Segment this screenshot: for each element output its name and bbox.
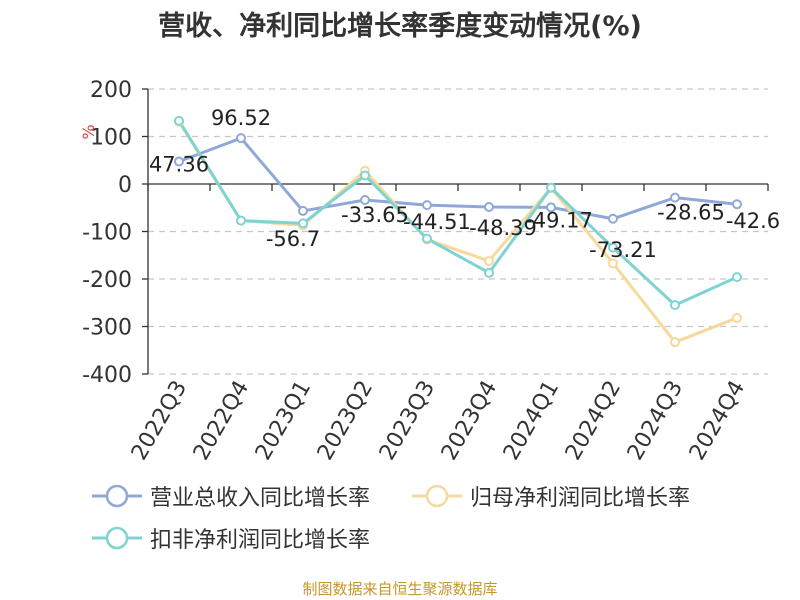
data-label: -48.39: [469, 216, 537, 240]
data-point: [546, 182, 556, 193]
data-point: [732, 312, 742, 323]
series-line: [178, 136, 738, 221]
data-label: 47.36: [149, 153, 209, 177]
data-point: [298, 205, 308, 216]
x-tick-label: 2023Q2: [313, 377, 378, 465]
data-label: -33.65: [341, 203, 409, 227]
data-point: [174, 156, 184, 167]
y-tick-label: -100: [82, 221, 132, 246]
data-source: 制图数据来自恒生聚源数据库: [302, 580, 498, 598]
data-label: -44.51: [403, 210, 471, 234]
y-tick-label: 100: [90, 126, 132, 151]
legend-marker-net-profit: [412, 484, 462, 508]
data-point: [546, 202, 556, 213]
data-label: -49.17: [525, 208, 593, 232]
x-tick-label: 2024Q4: [685, 377, 750, 465]
data-point: [422, 233, 432, 244]
data-point: [236, 133, 246, 144]
data-label: -56.7: [266, 227, 320, 251]
y-tick-label: 200: [90, 78, 132, 103]
y-axis-label: %: [79, 124, 98, 139]
data-point: [484, 267, 494, 278]
legend-label-net-profit: 归母净利润同比增长率: [470, 486, 691, 511]
data-point: [608, 258, 618, 269]
series-points: [174, 115, 742, 348]
series-line: [177, 120, 738, 307]
data-point: [360, 194, 370, 205]
x-tick-label: 2024Q2: [561, 377, 626, 465]
data-point: [484, 201, 494, 212]
legend-item-deducted-profit[interactable]: 扣非净利润同比增长率: [92, 522, 370, 554]
y-tick-label: -300: [82, 316, 132, 341]
series-lines: [177, 120, 738, 344]
legend-item-revenue[interactable]: 营业总收入同比增长率: [92, 480, 370, 512]
data-point: [174, 115, 184, 126]
data-point: [670, 300, 680, 311]
data-point: [360, 170, 370, 181]
legend-marker-revenue: [92, 484, 142, 508]
y-tick-label: -400: [82, 363, 132, 388]
data-label: -28.65: [657, 201, 725, 225]
x-tick-label: 2024Q1: [499, 377, 564, 465]
x-tick-label: 2023Q1: [251, 377, 316, 465]
data-point: [484, 255, 494, 266]
data-point: [670, 192, 680, 203]
x-tick-label: 2023Q4: [437, 377, 502, 465]
y-tick-label: 0: [118, 173, 132, 198]
data-point: [732, 199, 742, 210]
data-point: [298, 218, 308, 229]
data-label: -73.21: [589, 238, 657, 262]
data-point: [422, 200, 432, 211]
legend-marker-deducted-profit: [92, 526, 142, 550]
x-tick-label: 2024Q3: [623, 377, 688, 465]
data-point: [670, 337, 680, 348]
data-point: [608, 213, 618, 224]
legend-label-deducted-profit: 扣非净利润同比增长率: [150, 528, 371, 553]
gridlines: [148, 88, 768, 375]
data-point: [732, 272, 742, 283]
legend-item-net-profit[interactable]: 归母净利润同比增长率: [412, 480, 690, 512]
chart-title: 营收、净利同比增长率季度变动情况(%): [158, 11, 642, 42]
x-tick-label: 2022Q4: [189, 377, 254, 465]
y-tick-label: -200: [82, 268, 132, 293]
data-point: [608, 242, 618, 253]
data-label: 96.52: [211, 106, 271, 130]
data-point: [236, 215, 246, 226]
legend-label-revenue: 营业总收入同比增长率: [150, 486, 371, 511]
data-label: -42.6: [726, 209, 780, 233]
x-tick-label: 2023Q3: [375, 377, 440, 465]
x-tick-label: 2022Q3: [127, 377, 192, 465]
